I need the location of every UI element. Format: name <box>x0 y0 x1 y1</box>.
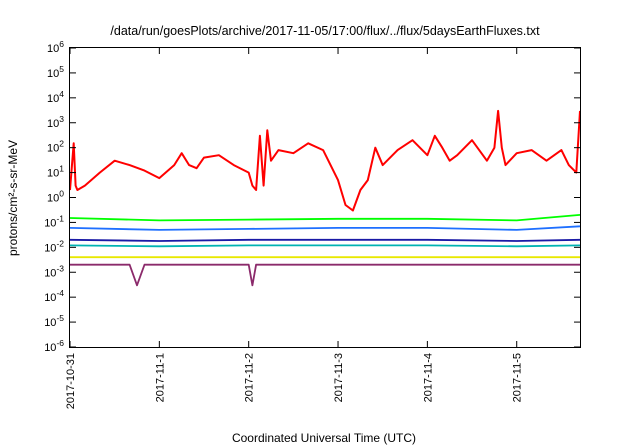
y-tick-base: 10 <box>44 342 56 354</box>
x-axis-label: Coordinated Universal Time (UTC) <box>232 431 416 445</box>
y-tick-base: 10 <box>47 193 59 205</box>
y-tick-label: 10-5 <box>44 313 64 329</box>
y-tick-base: 10 <box>47 93 59 105</box>
y-tick-base: 10 <box>44 292 56 304</box>
plot-area <box>69 109 581 287</box>
x-tick-label: 2017-11-5 <box>512 353 524 402</box>
y-tick-exponent: 1 <box>59 164 64 174</box>
y-tick-base: 10 <box>44 242 56 254</box>
x-tick-label: 2017-11-4 <box>422 353 434 402</box>
y-tick-exponent: 0 <box>59 189 64 199</box>
y-tick-exponent: -5 <box>56 313 64 323</box>
y-tick-base: 10 <box>47 168 59 180</box>
chart-title: /data/run/goesPlots/archive/2017-11-05/1… <box>110 24 540 38</box>
y-tick-base: 10 <box>47 118 59 130</box>
y-tick-label: 103 <box>47 114 64 130</box>
x-tick-label: 2017-11-1 <box>154 353 166 402</box>
x-tick-label: 2017-11-3 <box>333 353 345 402</box>
x-tick-label: 2017-11-2 <box>244 353 256 402</box>
y-tick-label: 10-6 <box>44 338 64 354</box>
y-tick-exponent: 3 <box>59 114 64 124</box>
y-tick-exponent: 4 <box>59 89 64 99</box>
y-tick-exponent: -3 <box>56 263 64 273</box>
y-tick-base: 10 <box>47 143 59 155</box>
y-tick-label: 10-3 <box>44 263 64 279</box>
series-line-3 <box>69 225 581 231</box>
y-tick-label: 10-4 <box>44 288 64 304</box>
y-tick-exponent: -6 <box>56 338 64 348</box>
y-tick-label: 101 <box>47 164 64 180</box>
y-tick-base: 10 <box>47 68 59 80</box>
series-line-4 <box>69 244 581 248</box>
plot-frame <box>69 47 581 348</box>
y-tick-label: 10-2 <box>44 238 64 254</box>
y-tick-exponent: 2 <box>59 139 64 149</box>
y-tick-exponent: 5 <box>59 64 64 74</box>
y-tick-label: 100 <box>47 189 64 205</box>
y-tick-label: 105 <box>47 64 64 80</box>
series-line-7 <box>70 263 580 287</box>
y-tick-base: 10 <box>44 267 56 279</box>
y-tick-exponent: 6 <box>59 39 64 49</box>
y-tick-label: 106 <box>47 39 64 55</box>
x-axis: 2017-10-31 2017-11-1 2017-11-2 2017-11-3 201… <box>65 48 524 409</box>
y-tick-base: 10 <box>44 217 56 229</box>
series-line-1 <box>69 109 581 212</box>
y-tick-label: 104 <box>47 89 64 105</box>
y-axis-label: protons/cm²-s-sr-MeV <box>6 140 20 256</box>
y-tick-base: 10 <box>44 317 56 329</box>
y-tick-label: 102 <box>47 139 64 155</box>
series-line-2 <box>69 214 581 222</box>
y-tick-exponent: -4 <box>56 288 64 298</box>
y-tick-exponent: -1 <box>56 213 64 223</box>
y-axis: 10-610-510-410-310-210-11001011021031041… <box>44 39 580 354</box>
y-tick-base: 10 <box>47 43 59 55</box>
x-tick-label: 2017-10-31 <box>65 353 77 409</box>
series-line-5 <box>69 238 581 242</box>
y-tick-exponent: -2 <box>56 238 64 248</box>
y-tick-label: 10-1 <box>44 213 64 229</box>
